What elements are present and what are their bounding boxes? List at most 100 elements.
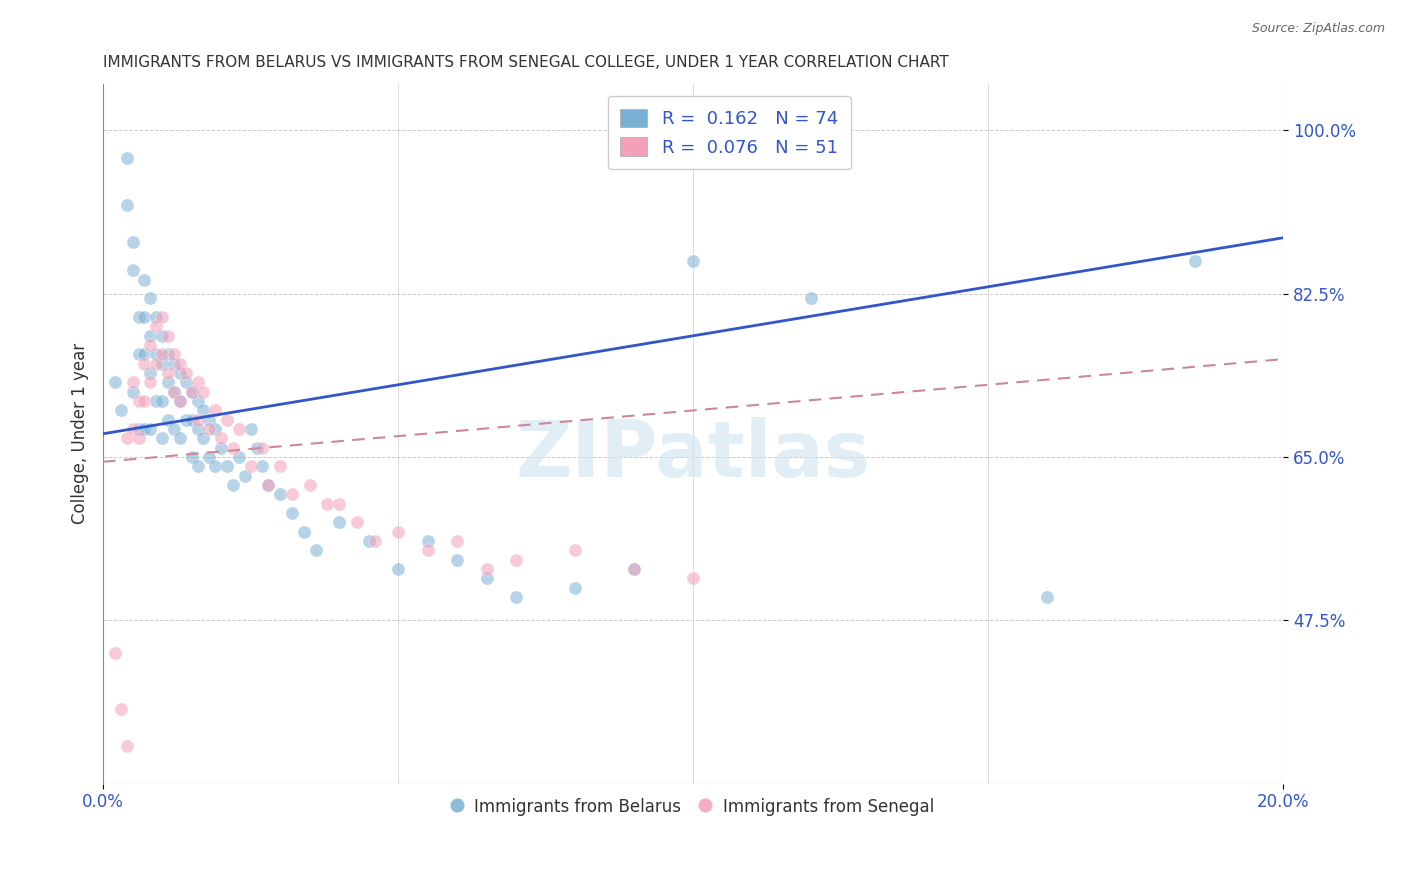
Point (186, 394, 208, 409)
Point (115, 432, 138, 446)
Text: Source: ZipAtlas.com: Source: ZipAtlas.com (1251, 22, 1385, 36)
Point (157, 376, 180, 390)
Point (228, 450, 250, 464)
Point (239, 459, 262, 474)
Point (346, 516, 368, 530)
Point (163, 422, 186, 436)
Point (209, 432, 232, 446)
Point (180, 413, 202, 427)
Point (174, 413, 197, 427)
Point (198, 422, 221, 436)
Point (134, 422, 156, 436)
Point (363, 534, 385, 549)
Point (139, 328, 162, 343)
Point (564, 543, 586, 558)
Point (145, 310, 167, 325)
Point (239, 422, 262, 436)
Point (281, 506, 304, 520)
Point (233, 468, 256, 483)
Point (281, 487, 304, 501)
Point (121, 235, 143, 250)
Point (157, 413, 180, 427)
Point (328, 497, 350, 511)
Point (269, 487, 291, 501)
Point (215, 413, 238, 427)
Point (316, 497, 339, 511)
Point (145, 319, 167, 334)
Point (198, 450, 221, 464)
Point (150, 328, 173, 343)
Point (304, 543, 326, 558)
Point (121, 384, 143, 399)
Point (157, 347, 180, 361)
Point (204, 422, 226, 436)
Point (157, 366, 180, 380)
Point (128, 310, 150, 325)
Point (215, 459, 238, 474)
Point (180, 384, 202, 399)
Point (150, 347, 173, 361)
Point (198, 413, 221, 427)
Point (257, 478, 280, 492)
Text: IMMIGRANTS FROM BELARUS VS IMMIGRANTS FROM SENEGAL COLLEGE, UNDER 1 YEAR CORRELA: IMMIGRANTS FROM BELARUS VS IMMIGRANTS FR… (103, 55, 949, 70)
Point (163, 384, 186, 399)
Point (134, 273, 156, 287)
Point (110, 403, 132, 417)
Point (139, 366, 162, 380)
Point (269, 459, 291, 474)
Point (446, 553, 468, 567)
Point (505, 590, 527, 604)
Point (357, 534, 380, 549)
Point (193, 384, 215, 399)
Point (115, 198, 138, 212)
Point (209, 441, 232, 455)
Point (163, 357, 186, 371)
Point (139, 292, 162, 306)
Legend: Immigrants from Belarus, Immigrants from Senegal: Immigrants from Belarus, Immigrants from… (444, 789, 942, 824)
Point (174, 366, 197, 380)
Point (257, 478, 280, 492)
Point (222, 478, 245, 492)
Point (174, 376, 197, 390)
Point (150, 432, 173, 446)
Point (121, 422, 143, 436)
Point (169, 394, 191, 409)
Point (186, 376, 208, 390)
Point (139, 422, 162, 436)
Point (623, 562, 645, 576)
Point (150, 394, 173, 409)
Point (157, 328, 180, 343)
Point (180, 450, 202, 464)
Point (145, 357, 167, 371)
Point (128, 347, 150, 361)
Point (222, 441, 245, 455)
Point (252, 459, 274, 474)
Y-axis label: College, Under 1 year: College, Under 1 year (72, 343, 89, 524)
Point (416, 534, 439, 549)
Point (204, 459, 226, 474)
Point (121, 263, 143, 277)
Point (139, 338, 162, 352)
Point (186, 459, 208, 474)
Point (387, 562, 409, 576)
Point (186, 413, 208, 427)
Point (110, 702, 132, 716)
Point (139, 376, 162, 390)
Point (245, 441, 267, 455)
Point (1036, 590, 1059, 604)
Point (169, 394, 191, 409)
Point (475, 562, 498, 576)
Point (186, 422, 208, 436)
Point (1184, 254, 1206, 268)
Point (180, 384, 202, 399)
Point (128, 394, 150, 409)
Point (145, 347, 167, 361)
Point (121, 376, 143, 390)
Text: ZIPatlas: ZIPatlas (516, 417, 870, 492)
Point (134, 310, 156, 325)
Point (292, 524, 315, 539)
Point (387, 524, 409, 539)
Point (252, 441, 274, 455)
Point (128, 422, 150, 436)
Point (682, 571, 704, 585)
